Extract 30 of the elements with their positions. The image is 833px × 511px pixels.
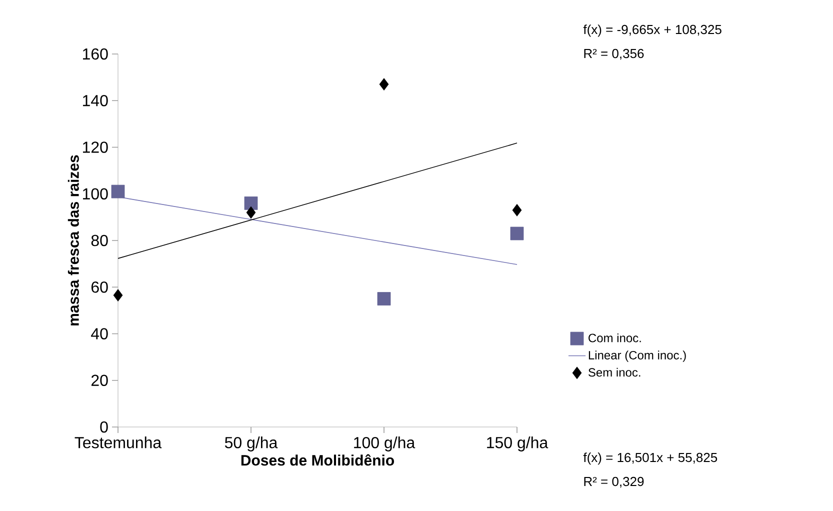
point [377, 292, 391, 306]
legend-label: Sem inoc. [588, 368, 640, 377]
y-tick-label: 0 [100, 421, 108, 433]
legend-label: Com inoc. [588, 333, 641, 342]
point [111, 184, 125, 198]
y-tick-label: 140 [83, 94, 108, 106]
y-tick-label: 120 [83, 142, 108, 153]
y-tick-label: 20 [91, 374, 108, 386]
y-tick-label: 40 [91, 328, 108, 340]
y-tick-label: 80 [91, 234, 108, 246]
y-tick-label: 160 [83, 48, 108, 60]
point [246, 206, 256, 219]
point [244, 196, 258, 210]
point [510, 226, 524, 240]
point [379, 78, 389, 90]
text: f(x) = -9,665x + 108,325 [583, 24, 722, 37]
point [512, 204, 522, 216]
text: R² = 0,329 [584, 476, 644, 488]
y-axis-title: massa fresca das raizes [68, 155, 79, 326]
x-tick-label: 150 g/ha [487, 436, 548, 452]
x-tick-label: Testemunha [74, 436, 162, 448]
text: R² = 0,356 [584, 48, 644, 60]
x-axis-title: Doses de Molibidênio [241, 454, 394, 466]
point [113, 289, 123, 302]
legend-label: Linear (Com inoc.) [588, 350, 686, 362]
y-tick-label: 100 [83, 188, 108, 200]
y-tick-label: 60 [91, 281, 108, 293]
text: f(x) = 16,501x + 55,825 [583, 452, 718, 465]
x-tick-label: 100 g/ha [354, 436, 416, 452]
x-tick-label: 50 g/ha [224, 436, 278, 452]
